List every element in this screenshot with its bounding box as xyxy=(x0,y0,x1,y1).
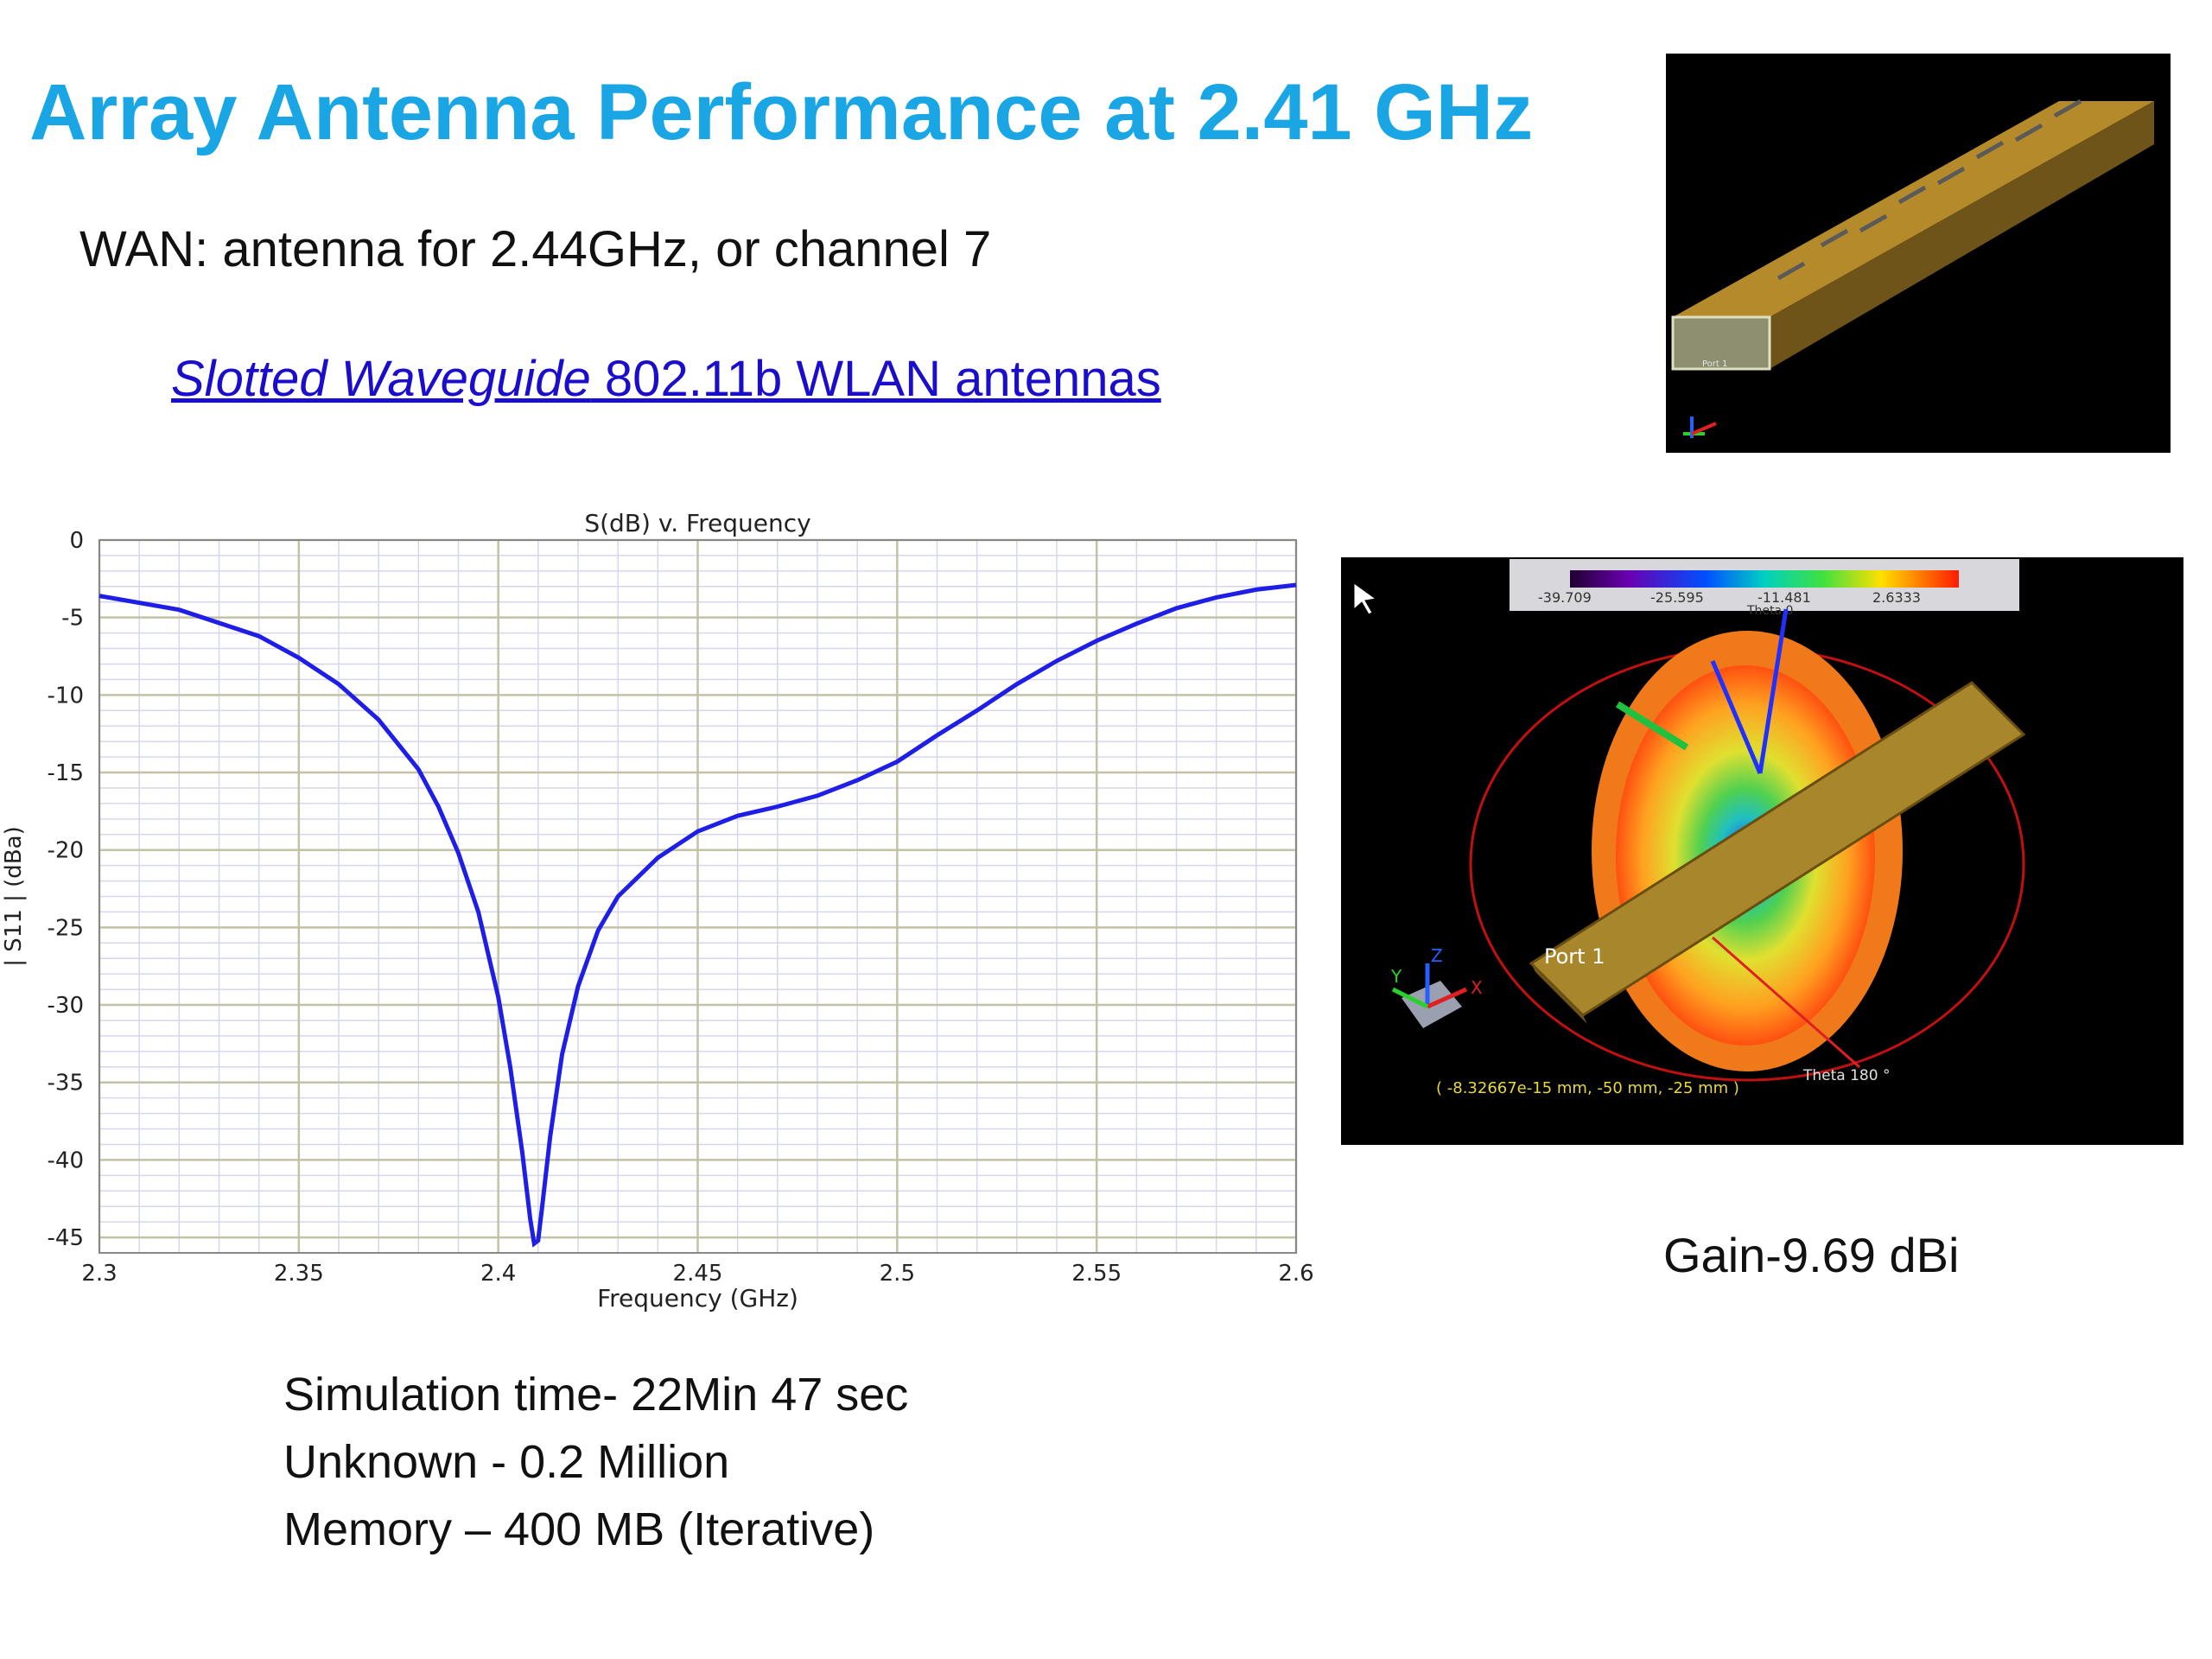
x-tick-label: 2.45 xyxy=(673,1261,723,1287)
pattern-port-label: Port 1 xyxy=(1544,944,1605,969)
stat-unknowns: Unknown - 0.2 Million xyxy=(283,1436,730,1488)
y-tick-label: -20 xyxy=(48,838,84,864)
gain-label: Gain-9.69 dBi xyxy=(1663,1228,1960,1282)
waveguide-port-face xyxy=(1671,315,1771,371)
pattern-waveguide-end xyxy=(1531,963,1587,1024)
link-italic-part: Slotted Waveguide xyxy=(171,351,591,407)
slide-subtitle: WAN: antenna for 2.44GHz, or channel 7 xyxy=(79,221,992,277)
y-tick-label: -40 xyxy=(48,1147,84,1173)
coordinate-readout: ( -8.32667e-15 mm, -50 mm, -25 mm ) xyxy=(1436,1079,1739,1097)
slide-title: Array Antenna Performance at 2.41 GHz xyxy=(29,68,1534,156)
colorbar-tick: -11.481 xyxy=(1758,589,1811,606)
pattern-axis-triad: Y Z X xyxy=(1390,945,1483,1028)
radiation-pattern-drawing: -39.709 -25.595 -11.481 2.6333 Theta 0 P… xyxy=(1353,559,2026,1097)
y-tick-label: -30 xyxy=(48,993,84,1019)
antenna-link[interactable]: Slotted Waveguide 802.11b WLAN antennas xyxy=(171,350,1161,408)
pattern-vector xyxy=(1615,701,1689,751)
colorbar-label: Theta 0 xyxy=(1746,604,1793,618)
x-tick-label: 2.3 xyxy=(81,1261,117,1287)
waveguide-render: Port 1 xyxy=(1666,54,2171,453)
link-rest-part: 802.11b WLAN antennas xyxy=(590,351,1161,407)
y-tick-labels: 0 -5 -10 -15 -20 -25 -30 -35 -40 -45 xyxy=(48,528,84,1251)
waveguide-top-face xyxy=(1673,101,2154,317)
colorbar-tick: -39.709 xyxy=(1538,589,1592,606)
s11-series-line xyxy=(99,582,1297,1248)
x-tick-labels: 2.3 2.35 2.4 2.45 2.5 2.55 2.6 xyxy=(81,1261,1313,1287)
waveguide-side-face xyxy=(1770,101,2154,369)
waveguide-drawing: Port 1 xyxy=(1671,99,2154,438)
y-tick-label: -45 xyxy=(48,1225,84,1251)
colorbar-tick: -25.595 xyxy=(1650,589,1704,606)
waveguide-port-label: Port 1 xyxy=(1702,359,1727,369)
radiation-pattern-render: -39.709 -25.595 -11.481 2.6333 Theta 0 P… xyxy=(1341,557,2183,1145)
chart-title: S(dB) v. Frequency xyxy=(584,509,810,537)
y-tick-label: 0 xyxy=(69,528,84,554)
pattern-vector xyxy=(1758,608,1789,774)
stat-memory: Memory – 400 MB (Iterative) xyxy=(283,1503,875,1555)
x-tick-label: 2.5 xyxy=(880,1261,915,1287)
y-tick-label: -25 xyxy=(48,915,84,941)
x-tick-label: 2.55 xyxy=(1071,1261,1122,1287)
axis-label-x: X xyxy=(1471,977,1483,998)
axis-label-y: Y xyxy=(1390,966,1402,987)
axis-label-z: Z xyxy=(1431,945,1443,966)
plot-frame xyxy=(99,539,1297,1254)
pattern-vector xyxy=(1712,936,1860,1069)
x-tick-label: 2.6 xyxy=(1278,1261,1313,1287)
colorbar xyxy=(1570,570,1959,588)
theta-label: Theta 180 ° xyxy=(1802,1067,1890,1084)
simulation-stats: Simulation time- 22Min 47 sec Unknown - … xyxy=(283,1361,908,1563)
pattern-vector xyxy=(1710,660,1763,774)
y-tick-label: -35 xyxy=(48,1071,84,1096)
y-tick-label: -15 xyxy=(48,760,84,786)
y-axis-label: | S11 | (dBa) xyxy=(1,826,27,966)
x-axis-label: Frequency (GHz) xyxy=(597,1284,798,1313)
s11-chart: 2.3 2.35 2.4 2.45 2.5 2.55 2.6 0 -5 -10 -15 -20 -25… xyxy=(1,509,1314,1313)
x-tick-label: 2.4 xyxy=(480,1261,516,1287)
mouse-cursor-icon xyxy=(1353,582,1377,615)
y-tick-label: -10 xyxy=(48,683,84,709)
colorbar-tick: 2.6333 xyxy=(1872,589,1921,606)
waveguide-axis-triad xyxy=(1683,416,1717,438)
stat-simulation-time: Simulation time- 22Min 47 sec xyxy=(283,1369,909,1421)
waveguide-slots xyxy=(1777,99,2082,281)
x-tick-label: 2.35 xyxy=(274,1261,324,1287)
y-tick-label: -5 xyxy=(61,606,84,632)
